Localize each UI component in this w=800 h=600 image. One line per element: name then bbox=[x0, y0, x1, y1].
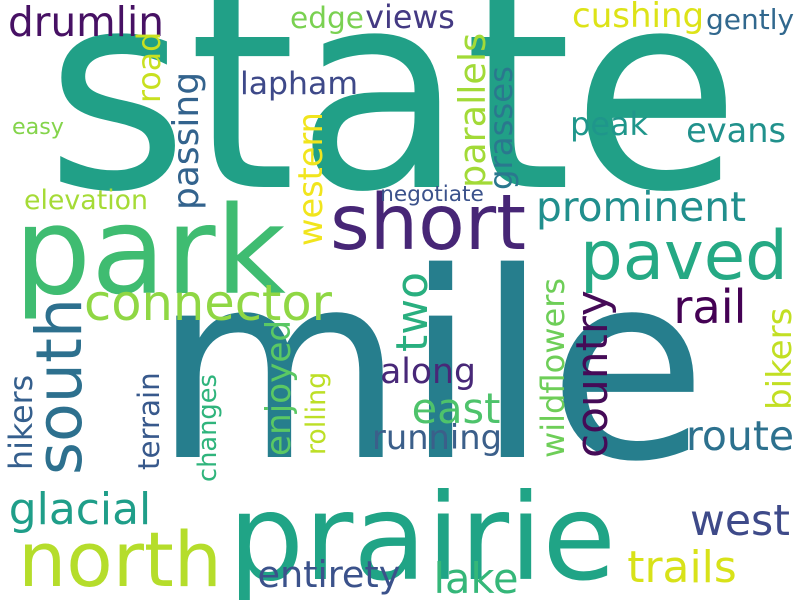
word-road: road bbox=[132, 31, 169, 103]
word-entirety: entirety bbox=[257, 552, 401, 596]
word-lapham: lapham bbox=[240, 66, 359, 103]
word-terrain: terrain bbox=[132, 372, 167, 470]
word-state: state bbox=[45, 0, 741, 253]
word-views: views bbox=[365, 0, 455, 37]
word-rolling: rolling bbox=[300, 371, 332, 455]
word-negotiate: negotiate bbox=[380, 182, 484, 208]
word-enjoyed: enjoyed bbox=[258, 319, 299, 456]
word-rail: rail bbox=[673, 279, 747, 334]
word-two: two bbox=[387, 272, 438, 352]
word-west: west bbox=[690, 495, 790, 546]
word-along: along bbox=[380, 351, 476, 392]
word-easy: easy bbox=[12, 113, 64, 140]
word-western: western bbox=[291, 112, 331, 246]
word-changes: changes bbox=[193, 374, 224, 482]
word-gently: gently bbox=[706, 3, 795, 36]
word-prominent: prominent bbox=[536, 182, 747, 231]
word-drumlin: drumlin bbox=[8, 0, 164, 46]
word-east: east bbox=[411, 384, 501, 434]
word-evans: evans bbox=[686, 111, 786, 151]
word-passing: passing bbox=[166, 71, 207, 210]
word-connector: connector bbox=[84, 274, 332, 333]
word-bikers: bikers bbox=[760, 307, 800, 411]
word-short: short bbox=[330, 177, 527, 267]
word-trails: trails bbox=[627, 542, 737, 593]
word-cushing: cushing bbox=[572, 0, 705, 36]
word-prairie: prairie bbox=[228, 469, 616, 600]
word-north: north bbox=[18, 515, 222, 600]
word-peak: peak bbox=[570, 105, 648, 143]
word-country: country bbox=[567, 290, 618, 458]
word-hikers: hikers bbox=[4, 374, 41, 470]
word-mile: mile bbox=[152, 216, 708, 518]
word-route: route bbox=[686, 411, 795, 460]
word-edge: edge bbox=[290, 1, 364, 36]
word-lake: lake bbox=[433, 554, 519, 600]
word-paved: paved bbox=[580, 217, 788, 296]
word-elevation: elevation bbox=[24, 184, 149, 216]
word-glacial: glacial bbox=[8, 484, 152, 535]
word-park: park bbox=[14, 180, 286, 323]
word-wildflowers: wildflowers bbox=[534, 277, 572, 459]
word-running: running bbox=[372, 418, 502, 458]
word-grasses: grasses bbox=[481, 66, 520, 190]
